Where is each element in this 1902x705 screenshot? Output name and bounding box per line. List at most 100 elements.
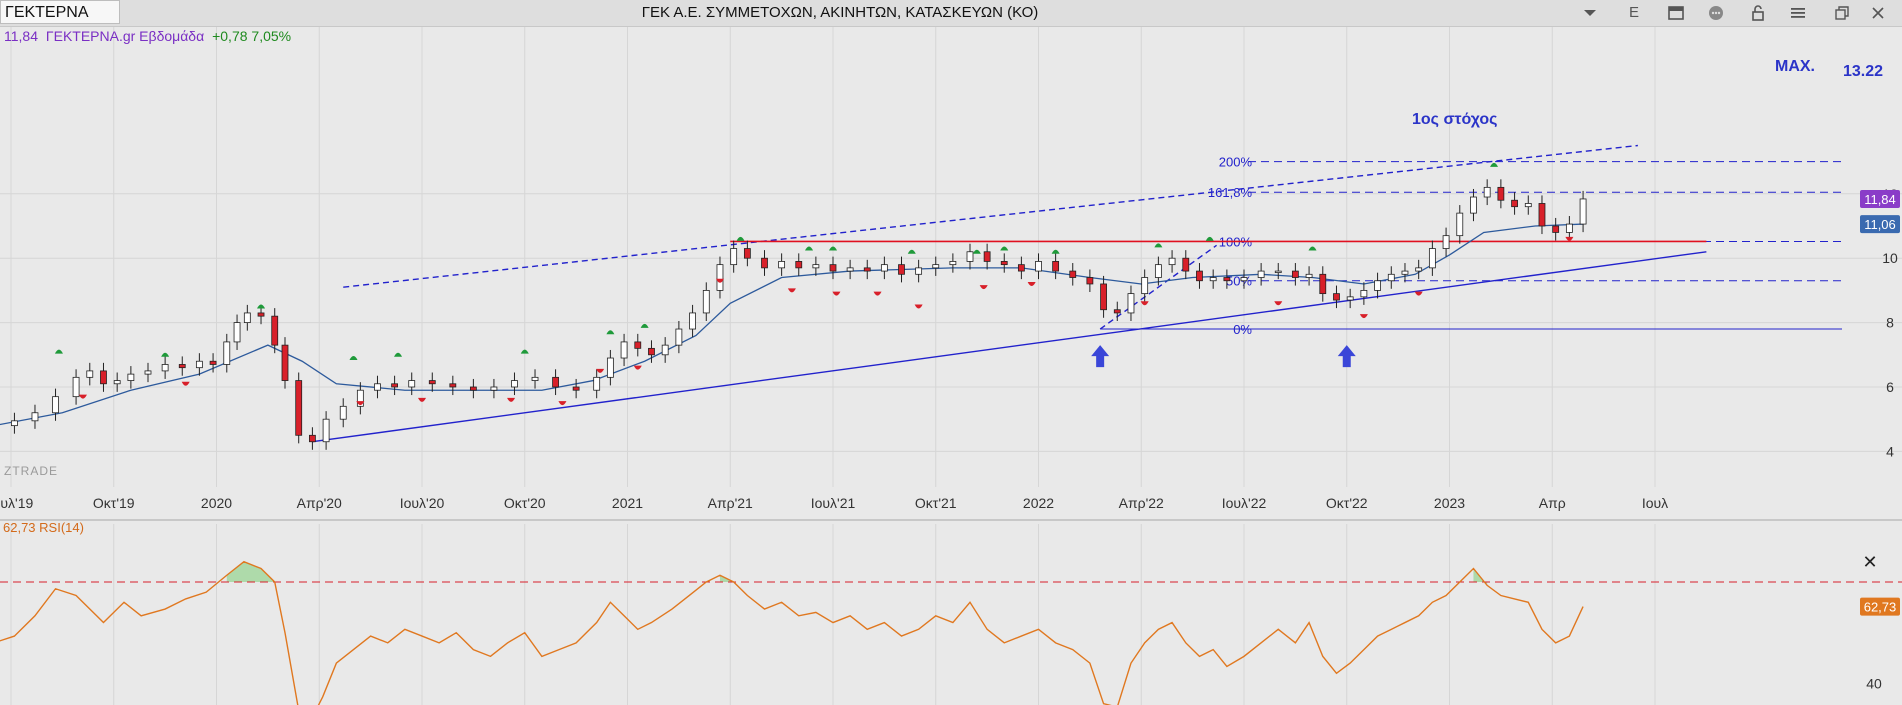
fib-label: 161,8% bbox=[1208, 185, 1253, 200]
candle bbox=[490, 378, 498, 399]
candle bbox=[178, 356, 186, 376]
swing-low-mark bbox=[596, 368, 605, 373]
chevron-down-icon[interactable] bbox=[1578, 3, 1602, 23]
rsi-close-icon[interactable]: ✕ bbox=[1862, 552, 1877, 572]
candle-body bbox=[223, 341, 231, 365]
candle-body bbox=[863, 267, 871, 272]
candle-body bbox=[1428, 248, 1436, 269]
candle-body bbox=[1538, 203, 1546, 227]
candle bbox=[1035, 253, 1042, 280]
candle bbox=[281, 337, 289, 389]
x-tick-label: Ιουλ'20 bbox=[400, 495, 445, 511]
candle bbox=[915, 259, 923, 283]
swing-low-mark bbox=[356, 401, 365, 406]
header-price: 11,84 bbox=[4, 28, 38, 44]
candlesticks bbox=[11, 179, 1587, 450]
candle-body bbox=[634, 341, 642, 349]
candle-body bbox=[1100, 283, 1107, 311]
candle bbox=[1511, 192, 1518, 215]
candle-body bbox=[1579, 198, 1587, 225]
candle-body bbox=[1483, 186, 1491, 198]
candle bbox=[966, 243, 974, 270]
candle-body bbox=[11, 420, 18, 427]
candle-body bbox=[374, 383, 381, 391]
ma-price-tag: 11,06 bbox=[1860, 215, 1900, 234]
chart-title: ΓΕΚ Α.Ε. ΣΥΜΜΕΤΟΧΩΝ, ΑΚΙΝΗΤΩΝ, ΚΑΤΑΣΚΕΥΩ… bbox=[641, 4, 1039, 21]
swing-low-mark bbox=[979, 285, 988, 290]
candle-body bbox=[1196, 270, 1203, 282]
chat-icon[interactable] bbox=[1704, 3, 1728, 23]
candle bbox=[634, 333, 642, 357]
candle-body bbox=[1086, 277, 1094, 285]
candle-body bbox=[1374, 280, 1381, 291]
candle bbox=[880, 256, 888, 280]
candle-body bbox=[898, 264, 905, 275]
menu-icon[interactable] bbox=[1786, 3, 1810, 23]
rsi-line bbox=[0, 560, 1584, 705]
candle-body bbox=[1552, 225, 1560, 233]
layout-icon[interactable] bbox=[1664, 3, 1688, 23]
x-axis: Ιουλ'19 Οκτ'19 2020 Απρ'20 Ιουλ'20 Οκτ'20 2021… bbox=[0, 495, 1668, 511]
candle-body bbox=[1415, 267, 1423, 272]
chart-canvas[interactable]: Ιουλ'19 Οκτ'19 2020 Απρ'20 Ιουλ'20 Οκτ'20 2021… bbox=[0, 27, 1902, 705]
swing-high-mark bbox=[394, 352, 403, 357]
candle bbox=[1360, 282, 1368, 305]
candle-body bbox=[233, 322, 241, 343]
candle-body bbox=[1240, 277, 1248, 282]
candle-body bbox=[356, 389, 364, 407]
candle bbox=[1333, 285, 1340, 309]
candle bbox=[606, 349, 614, 386]
restore-icon[interactable] bbox=[1830, 3, 1854, 23]
candle bbox=[572, 378, 580, 399]
swing-low-mark bbox=[1140, 301, 1149, 306]
candle-body bbox=[1000, 261, 1008, 266]
max-value: 13.22 bbox=[1843, 63, 1883, 80]
candle bbox=[661, 337, 669, 363]
candle bbox=[31, 404, 39, 429]
candle bbox=[1257, 263, 1265, 286]
candle bbox=[1209, 269, 1217, 289]
candle bbox=[1154, 256, 1162, 286]
y-tick-label: 8 bbox=[1886, 315, 1894, 331]
candle bbox=[1387, 266, 1395, 289]
rsi-fill-area bbox=[226, 561, 275, 582]
candle-body bbox=[52, 396, 59, 414]
symbol-input[interactable]: ΓΕΚΤΕΡΝΑ bbox=[0, 0, 120, 24]
swing-marks bbox=[54, 162, 1574, 406]
candle-body bbox=[1182, 257, 1190, 272]
swing-low-mark bbox=[1027, 281, 1036, 286]
candle-body bbox=[1168, 257, 1176, 266]
candle bbox=[511, 372, 518, 396]
swing-high-mark bbox=[1490, 162, 1499, 167]
swing-low-mark bbox=[914, 304, 923, 309]
candle-body bbox=[1333, 293, 1340, 301]
candle-body bbox=[127, 373, 135, 381]
candle bbox=[1552, 217, 1560, 241]
candle-body bbox=[1511, 199, 1518, 208]
watermark: ZTRADE bbox=[4, 464, 58, 478]
candle-body bbox=[661, 344, 669, 356]
candle-body bbox=[308, 434, 316, 443]
candle-body bbox=[511, 380, 518, 388]
ma-price-label: 11,06 bbox=[1864, 217, 1896, 232]
close-icon[interactable] bbox=[1866, 3, 1890, 23]
candle bbox=[1000, 253, 1008, 273]
swing-low-mark bbox=[715, 278, 724, 283]
swing-low-mark bbox=[633, 365, 642, 370]
swing-high-mark bbox=[736, 236, 745, 241]
candle-body bbox=[620, 341, 628, 359]
e-icon[interactable]: E bbox=[1628, 4, 1639, 21]
candle-body bbox=[1346, 296, 1354, 301]
swing-high-mark bbox=[1205, 236, 1214, 241]
candle-body bbox=[1456, 212, 1464, 237]
candle-body bbox=[1319, 273, 1327, 295]
candle bbox=[127, 366, 135, 389]
candle-body bbox=[689, 312, 696, 330]
candle-body bbox=[1497, 186, 1505, 201]
last-price-label: 11,84 bbox=[1864, 192, 1896, 207]
swing-low-mark bbox=[832, 291, 841, 296]
candle bbox=[1168, 250, 1176, 273]
candle bbox=[949, 253, 957, 273]
lock-icon[interactable] bbox=[1746, 3, 1770, 23]
candle-body bbox=[86, 370, 94, 378]
